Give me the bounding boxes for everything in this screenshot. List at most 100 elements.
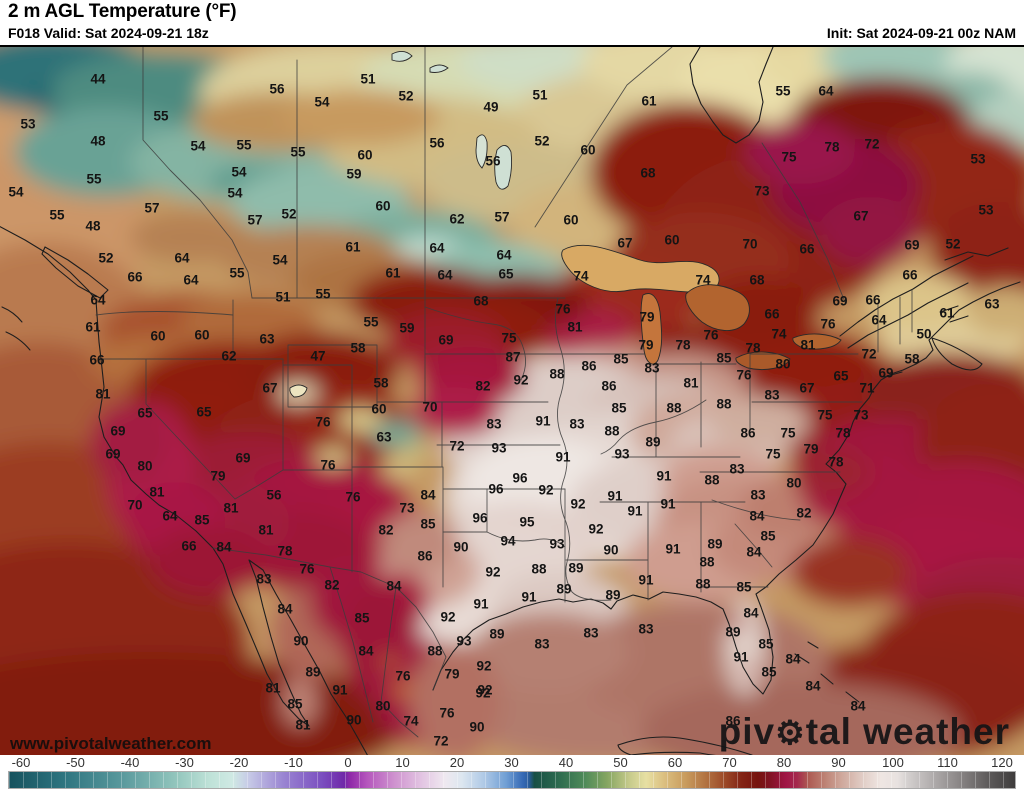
temp-value-label: 75 — [765, 446, 781, 462]
temp-value-label: 84 — [749, 508, 765, 524]
temp-value-label: 93 — [491, 440, 507, 456]
temp-value-label: 90 — [603, 542, 619, 558]
temp-value-label: 74 — [771, 326, 787, 342]
temp-value-label: 92 — [570, 496, 586, 512]
temp-value-label: 83 — [638, 621, 654, 637]
temp-value-label: 54 — [272, 252, 288, 268]
temp-value-label: 83 — [729, 461, 745, 477]
page-title: 2 m AGL Temperature (°F) — [8, 1, 237, 22]
temp-value-label: 91 — [656, 468, 672, 484]
logo-text-suffix: tal weather — [805, 711, 1010, 752]
temp-value-label: 80 — [375, 698, 391, 714]
temp-value-label: 55 — [236, 137, 252, 153]
temp-value-label: 93 — [456, 633, 472, 649]
temp-value-label: 84 — [358, 643, 374, 659]
temp-value-label: 58 — [904, 351, 920, 367]
temp-value-label: 85 — [613, 351, 629, 367]
temp-value-label: 82 — [475, 378, 491, 394]
temp-value-label: 82 — [324, 577, 340, 593]
temp-value-label: 92 — [476, 658, 492, 674]
temp-value-label: 85 — [758, 636, 774, 652]
temp-value-label: 79 — [444, 666, 460, 682]
temp-value-label: 81 — [800, 337, 816, 353]
temp-value-label: 76 — [315, 414, 331, 430]
temp-value-label: 51 — [275, 289, 291, 305]
temp-value-label: 92 — [485, 564, 501, 580]
temp-value-label: 64 — [871, 312, 887, 328]
temp-value-label: 88 — [604, 423, 620, 439]
temp-value-label: 65 — [498, 266, 514, 282]
temp-value-label: 78 — [824, 139, 840, 155]
colorbar-tick-label: 30 — [504, 755, 519, 770]
temp-value-label: 60 — [194, 327, 210, 343]
colorbar-tick-row: -60 -50 -40 -30 -20 -10 0 10 20 30 40 50 60 70 80 90 100… — [0, 755, 1024, 771]
temp-value-label: 64 — [174, 250, 190, 266]
temp-value-label: 83 — [256, 571, 272, 587]
logo-text-prefix: piv — [718, 711, 776, 752]
temp-value-label: 91 — [535, 413, 551, 429]
temp-value-label: 73 — [754, 183, 770, 199]
temp-value-label: 83 — [569, 416, 585, 432]
temp-value-label: 48 — [90, 133, 106, 149]
temp-value-label: 78 — [277, 543, 293, 559]
temp-value-label: 76 — [703, 327, 719, 343]
temp-value-label: 51 — [532, 87, 548, 103]
temp-value-label: 92 — [538, 482, 554, 498]
temp-value-label: 93 — [549, 536, 565, 552]
temp-value-label: 65 — [196, 404, 212, 420]
temp-value-label: 91 — [332, 682, 348, 698]
temp-value-label: 84 — [216, 539, 232, 555]
temp-value-label: 71 — [859, 380, 875, 396]
temp-value-label: 54 — [190, 138, 206, 154]
temp-value-label: 68 — [640, 165, 656, 181]
temp-value-label: 81 — [149, 484, 165, 500]
temp-value-label: 69 — [105, 446, 121, 462]
temp-value-label: 86 — [581, 358, 597, 374]
temp-value-label: 92 — [475, 685, 491, 701]
temp-value-label: 89 — [556, 581, 572, 597]
temp-value-label: 85 — [761, 664, 777, 680]
temp-value-label: 87 — [505, 349, 521, 365]
temp-value-label: 81 — [223, 500, 239, 516]
temp-value-label: 52 — [398, 88, 414, 104]
temp-value-label: 66 — [764, 306, 780, 322]
temperature-field — [0, 47, 1024, 755]
temp-value-label: 75 — [501, 330, 517, 346]
temp-value-label: 91 — [521, 589, 537, 605]
temp-value-label: 56 — [429, 135, 445, 151]
temp-value-label: 55 — [153, 108, 169, 124]
gear-icon: ⚙ — [775, 714, 806, 751]
temp-value-label: 53 — [20, 116, 36, 132]
temp-value-label: 55 — [229, 265, 245, 281]
temp-value-label: 96 — [472, 510, 488, 526]
temp-value-label: 88 — [666, 400, 682, 416]
temp-value-label: 72 — [433, 733, 449, 749]
temp-value-label: 69 — [110, 423, 126, 439]
temp-value-label: 92 — [477, 682, 493, 698]
temp-value-label: 55 — [315, 286, 331, 302]
temp-value-label: 60 — [150, 328, 166, 344]
init-time-label: Init: Sat 2024-09-21 00z NAM — [826, 25, 1016, 41]
temp-value-label: 57 — [247, 212, 263, 228]
temp-value-label: 79 — [639, 309, 655, 325]
temp-value-label: 64 — [818, 83, 834, 99]
colorbar-tick-label: -60 — [11, 755, 31, 770]
temperature-map: 44 56 53 55 48 54 55 55 54 55 54 54 54 57 55 57 52 48 52 64… — [0, 45, 1024, 755]
colorbar-tick-label: 110 — [937, 755, 958, 770]
temp-value-label: 85 — [736, 579, 752, 595]
temp-value-label: 60 — [563, 212, 579, 228]
temp-value-label: 66 — [902, 267, 918, 283]
temp-value-label: 76 — [299, 561, 315, 577]
temp-value-label: 90 — [453, 539, 469, 555]
temp-value-label: 65 — [833, 368, 849, 384]
temp-value-label: 69 — [904, 237, 920, 253]
temp-value-label: 86 — [601, 378, 617, 394]
temp-value-label: 60 — [580, 142, 596, 158]
temperature-labels-layer: 44 56 53 55 48 54 55 55 54 55 54 54 54 57 55 57 52 48 52 64… — [0, 47, 1024, 755]
temp-value-label: 83 — [486, 416, 502, 432]
temp-value-label: 52 — [945, 236, 961, 252]
temp-value-label: 66 — [181, 538, 197, 554]
temp-value-label: 80 — [137, 458, 153, 474]
temp-value-label: 89 — [489, 626, 505, 642]
